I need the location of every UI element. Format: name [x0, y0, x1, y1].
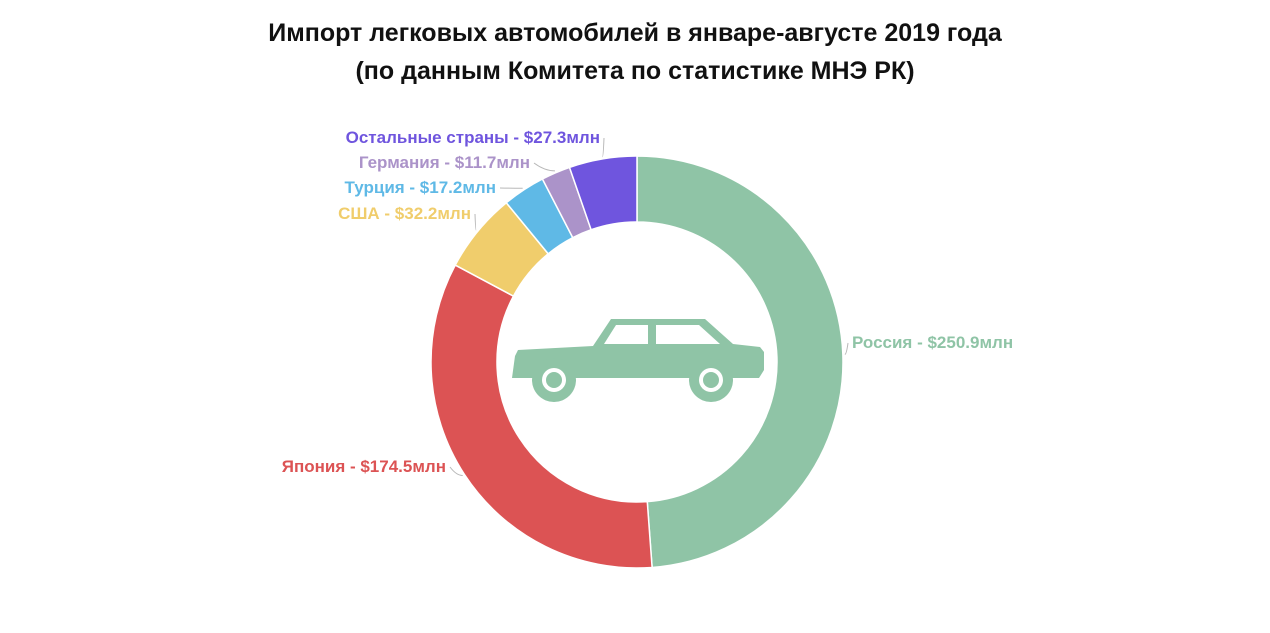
slice-0: [636, 155, 844, 569]
label-leader-lines: [449, 137, 849, 477]
slice-5: [568, 155, 638, 231]
chart-title-block: Импорт легковых автомобилей в январе-авг…: [0, 14, 1270, 90]
slice-1: [430, 264, 653, 569]
slice-label-0: Россия - $250.9млн: [852, 333, 1013, 352]
slice-labels: Россия - $250.9млн Япония - $174.5млн США …: [282, 128, 1013, 476]
slice-label-5: Остальные страны - $27.3млн: [346, 128, 600, 147]
leader-line-4: [533, 162, 555, 172]
slice-label-3: Турция - $17.2млн: [345, 178, 496, 197]
leader-line-1: [449, 466, 463, 477]
leader-line-2: [474, 213, 477, 231]
chart-title: Импорт легковых автомобилей в январе-авг…: [268, 19, 1002, 47]
slice-label-2: США - $32.2млн: [338, 204, 471, 223]
slice-label-1: Япония - $174.5млн: [282, 457, 446, 476]
leader-line-0: [844, 342, 849, 355]
slice-label-4: Германия - $11.7млн: [359, 153, 530, 172]
donut-slices: [430, 155, 844, 569]
leader-line-5: [601, 137, 605, 158]
chart-subtitle: (по данным Комитета по статистике МНЭ РК…: [355, 57, 915, 85]
car-icon: [512, 319, 764, 402]
